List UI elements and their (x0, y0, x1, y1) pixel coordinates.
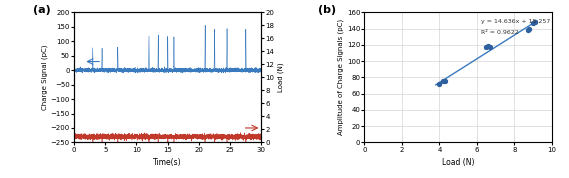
Point (485, 45, 494, 48)
Y-axis label: Charge Signal (pC): Charge Signal (pC) (41, 45, 48, 110)
Point (484, 44, 493, 47)
Point (435, 82, 444, 85)
Text: y = 14.636x + 15.257: y = 14.636x + 15.257 (481, 19, 550, 24)
Text: (b): (b) (318, 5, 336, 15)
Point (525, 27, 534, 30)
Point (530, 21, 539, 24)
Y-axis label: Amplitude of Charge Signals (pC): Amplitude of Charge Signals (pC) (337, 19, 344, 135)
Text: (a): (a) (33, 5, 51, 15)
Point (523, 29, 532, 32)
Point (440, 80, 450, 83)
Point (529, 22, 538, 24)
X-axis label: Time(s): Time(s) (154, 158, 182, 167)
X-axis label: Load (N): Load (N) (442, 158, 475, 167)
Point (482, 46, 491, 49)
Y-axis label: Load (N): Load (N) (277, 63, 284, 92)
Text: R² = 0.9622: R² = 0.9622 (481, 30, 518, 35)
Point (439, 79, 448, 82)
